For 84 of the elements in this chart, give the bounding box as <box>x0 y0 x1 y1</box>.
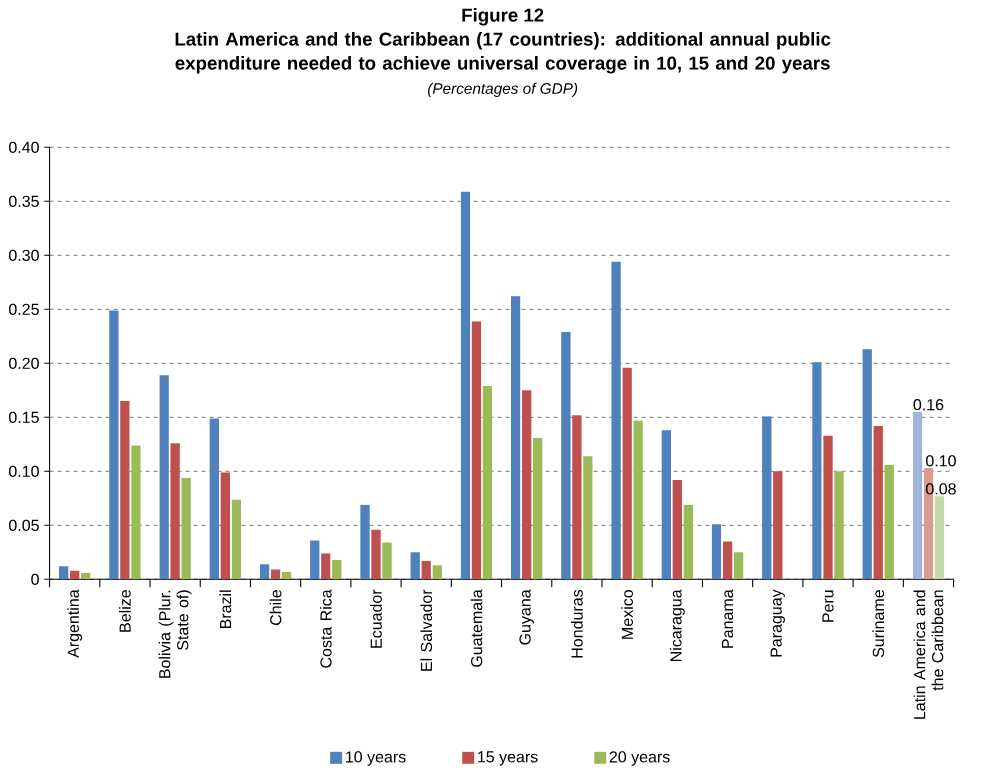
bar <box>382 542 392 580</box>
bar <box>773 471 783 580</box>
data-label: 0.08 <box>926 483 956 495</box>
x-tick-label: Peru <box>822 590 834 622</box>
bar <box>220 472 231 580</box>
caption: Figure 12 <box>462 8 544 26</box>
bar <box>432 565 442 580</box>
bar <box>482 386 493 580</box>
x-tick-label: Brazil <box>219 590 232 629</box>
y-tick-label: 0 <box>31 573 39 585</box>
bar <box>533 437 543 580</box>
bar <box>733 552 744 580</box>
y-tick-label: 0.40 <box>9 141 39 153</box>
bar <box>572 415 582 580</box>
data-label: 0.16 <box>913 399 944 411</box>
x-tick-label: Belize <box>119 590 131 632</box>
x-tick-label: Costa Rica <box>319 589 332 668</box>
bar <box>884 464 894 580</box>
x-tick-label: Chile <box>269 590 282 626</box>
y-tick-label: 0.35 <box>9 195 39 207</box>
bar <box>159 375 169 580</box>
x-tick-label: Suriname <box>872 590 885 658</box>
bar <box>934 496 945 580</box>
y-tick-label: 0.25 <box>9 303 39 315</box>
bar <box>120 401 130 580</box>
y-tick-label: 0.05 <box>9 519 39 531</box>
bar <box>259 564 270 580</box>
bar <box>332 559 342 580</box>
bar <box>471 321 482 580</box>
bar <box>711 524 722 580</box>
bar <box>321 553 331 580</box>
y-tick-label: 0.30 <box>9 249 39 261</box>
bar <box>722 541 733 580</box>
bar <box>81 572 91 580</box>
bar <box>410 552 420 580</box>
bar <box>583 456 593 580</box>
y-tick-label: 0.15 <box>9 411 39 423</box>
x-tick-label: Paraguay <box>770 589 785 657</box>
bar <box>231 499 242 580</box>
bar <box>834 471 844 580</box>
bar <box>460 191 471 580</box>
chart-subtitle: (Percentages of GDP) <box>427 82 578 97</box>
data-label: 0.10 <box>926 455 956 467</box>
bar <box>633 420 643 580</box>
bar <box>672 479 682 580</box>
bar <box>511 296 521 580</box>
bar <box>209 418 220 580</box>
bar <box>59 566 69 580</box>
bar <box>812 362 822 580</box>
bar <box>611 261 621 580</box>
y-tick-label: 0.10 <box>9 465 39 477</box>
bar <box>661 430 671 580</box>
x-tick-label: Latin America and the Caribbean <box>913 590 944 719</box>
bar <box>862 349 872 580</box>
bar <box>371 529 381 580</box>
x-tick-label: Guyana <box>519 589 534 645</box>
x-tick-label: Ecuador <box>370 589 382 648</box>
bar <box>912 411 923 580</box>
legend-label: 10 years <box>346 751 406 766</box>
x-tick-label: Guatemala <box>470 589 483 667</box>
bar <box>522 390 532 580</box>
bar <box>170 443 180 580</box>
bar <box>310 540 320 580</box>
bar <box>360 504 370 580</box>
bar <box>762 416 772 580</box>
bar <box>109 310 119 580</box>
bar <box>622 367 632 580</box>
bar <box>823 435 833 580</box>
bar <box>873 425 883 580</box>
x-tick-label: El Salvador <box>420 589 433 671</box>
x-tick-label: Honduras <box>571 589 583 658</box>
x-tick-label: Bolivia (Plur. State of) <box>158 590 192 678</box>
bar <box>561 332 571 580</box>
bar <box>683 504 693 580</box>
legend-label: 15 years <box>478 751 538 766</box>
x-tick-label: Panama <box>721 589 734 648</box>
y-tick-label: 0.20 <box>9 357 39 369</box>
x-tick-label: Nicaragua <box>669 589 685 661</box>
legend-label: 20 years <box>609 751 670 766</box>
x-tick-label: Argentina <box>67 589 83 658</box>
bar <box>181 477 191 580</box>
bar <box>131 445 141 580</box>
chart-title: Latin America and the Caribbean (17 countries): additional annual public expenditure needed to achieve universal coverage in 10, 15 and 20 years <box>175 32 831 74</box>
x-tick-label: Mexico <box>621 590 633 639</box>
